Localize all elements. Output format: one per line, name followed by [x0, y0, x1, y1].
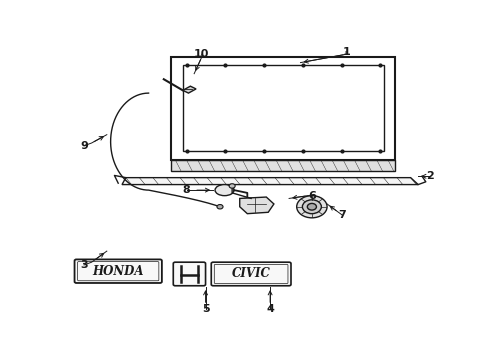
Polygon shape	[122, 177, 418, 185]
Text: 4: 4	[266, 304, 274, 314]
Text: 2: 2	[426, 171, 434, 181]
Text: 8: 8	[183, 185, 191, 195]
FancyBboxPatch shape	[173, 262, 206, 286]
Text: 9: 9	[80, 141, 88, 151]
Text: 5: 5	[202, 304, 209, 314]
Text: 7: 7	[339, 210, 346, 220]
Polygon shape	[172, 159, 395, 171]
Polygon shape	[240, 197, 274, 214]
Circle shape	[302, 200, 321, 214]
FancyBboxPatch shape	[74, 260, 162, 283]
Circle shape	[229, 184, 235, 188]
Text: 6: 6	[308, 191, 316, 201]
Ellipse shape	[215, 185, 234, 196]
FancyBboxPatch shape	[211, 262, 291, 286]
Text: 10: 10	[194, 49, 209, 59]
Circle shape	[307, 203, 317, 210]
Circle shape	[297, 196, 327, 218]
Text: 3: 3	[80, 260, 88, 270]
Text: HONDA: HONDA	[93, 265, 144, 278]
Circle shape	[217, 204, 223, 209]
Text: CIVIC: CIVIC	[232, 267, 270, 280]
Polygon shape	[183, 86, 196, 93]
Text: 1: 1	[342, 46, 350, 57]
